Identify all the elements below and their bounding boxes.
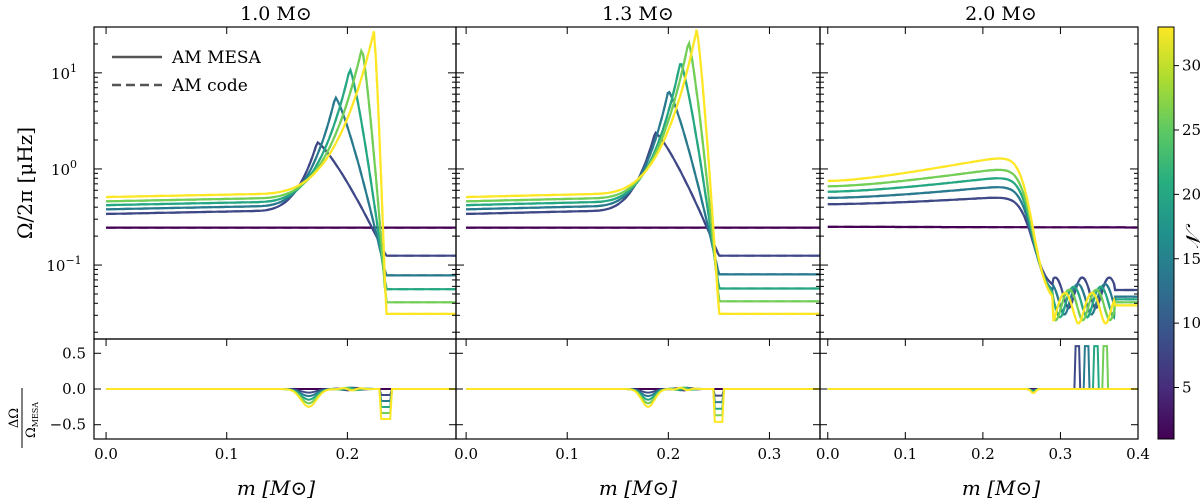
panel-title-2: 1.3 M⊙ (602, 3, 674, 25)
curve-dashed-p2-N33 (466, 29, 820, 315)
curve-dashed-p2-N8 (466, 130, 820, 257)
curve-dashed-p3-N33 (827, 157, 1138, 325)
residual-p3-N26 (827, 345, 1138, 394)
colorbar-tick-label: 25 (1182, 121, 1200, 139)
axis-layer: 0.0 0.1 0.2 0.0 0.1 0.2 0.3 0.0 0.1 0.2 0.3 0.4 10−1… (46, 26, 1150, 463)
x-tick-label-p3: 0.0 (816, 445, 840, 463)
colorbar-label: 𝒩 (1181, 223, 1200, 248)
x-tick-label-p1: 0.1 (215, 445, 239, 463)
residual-p3-N20 (827, 345, 1138, 393)
x-axis-label-2: m [M⊙] (599, 476, 677, 500)
x-tick-label-p3: 0.2 (971, 445, 995, 463)
curve-dashed-p1-N33 (106, 31, 456, 315)
panel-title-1: 1.0 M⊙ (240, 3, 312, 25)
bottom-y-label-denominator: ΩMESA (24, 402, 40, 438)
residual-p1-N26 (106, 386, 456, 414)
top-y-tick-label: 10−1 (46, 254, 81, 275)
bottom-y-axis-label: ΔΩ ΩMESA (7, 388, 40, 448)
residual-p2-N33 (466, 386, 820, 423)
curve-dashed-p1-N14 (106, 95, 456, 277)
x-tick-label-p1: 0.0 (94, 445, 118, 463)
curve-solid-p1-N33 (106, 31, 456, 315)
legend-solid-label: AM MESA (171, 48, 262, 68)
top-y-tick-label: 101 (51, 62, 77, 83)
curve-dashed-p1-N26 (106, 47, 456, 304)
bottom-y-label-numerator: ΔΩ (7, 408, 22, 428)
curve-dashed-p3-N8 (827, 196, 1138, 310)
legend-dashed-label: AM code (171, 76, 248, 96)
top-y-axis-label: Ω/2π [μHz] (13, 127, 37, 239)
colorbar-tick-label: 10 (1182, 314, 1200, 332)
residual-p3-N8 (827, 345, 1138, 391)
x-tick-label-p2: 0.3 (758, 445, 782, 463)
panel-title-3: 2.0 M⊙ (965, 3, 1037, 25)
top-y-tick-label: 100 (51, 158, 77, 179)
x-axis-label-1: m [M⊙] (237, 476, 315, 500)
colorbar-tick-label: 20 (1182, 185, 1200, 203)
bottom-y-tick-label: 0.0 (62, 380, 86, 398)
colorbar-gradient (1157, 26, 1175, 440)
curve-solid-p1-N20 (106, 67, 456, 291)
bottom-y-tick-label: 0.5 (62, 344, 86, 362)
x-tick-label-p3: 0.4 (1126, 445, 1150, 463)
x-tick-label-p2: 0.1 (555, 445, 579, 463)
colorbar-tick-label: 5 (1182, 379, 1192, 397)
curve-solid-p1-N14 (106, 95, 456, 277)
x-tick-label-p2: 0.0 (454, 445, 478, 463)
legend: AM MESA AM code (112, 48, 262, 96)
top-frame-1 (93, 26, 457, 340)
colorbar-ticks: 5 10 15 20 25 30 (1174, 57, 1200, 397)
residual-p3-N33 (827, 388, 1138, 395)
curve-dashed-p3-N20 (827, 177, 1138, 320)
curve-dashed-p3-N26 (827, 168, 1138, 322)
residual-p3-N14 (827, 345, 1138, 392)
colorbar: 𝒩 (1157, 26, 1200, 440)
bottom-y-tick-label: −0.5 (50, 416, 86, 434)
x-tick-label-p2: 0.2 (656, 445, 680, 463)
curve-solid-p3-N8 (827, 196, 1138, 310)
curve-solid-p2-N14 (466, 90, 820, 276)
curve-dashed-p3-N14 (827, 186, 1138, 316)
x-axis-label-3: m [M⊙] (962, 476, 1040, 500)
residual-p1-N20 (106, 386, 456, 408)
curve-solid-p2-N8 (466, 130, 820, 257)
x-tick-label-p1: 0.2 (335, 445, 359, 463)
colorbar-tick-label: 15 (1182, 250, 1200, 268)
curve-dashed-p2-N14 (466, 90, 820, 276)
curve-dashed-p1-N8 (106, 140, 456, 257)
x-tick-label-p3: 0.1 (893, 445, 917, 463)
colorbar-tick-label: 30 (1182, 57, 1200, 75)
plot-layer (106, 29, 1138, 423)
x-tick-label-p3: 0.3 (1049, 445, 1073, 463)
curve-dashed-p3-N1 (827, 225, 1138, 229)
curve-solid-p1-N26 (106, 47, 456, 304)
residual-p1-N33 (106, 387, 456, 420)
